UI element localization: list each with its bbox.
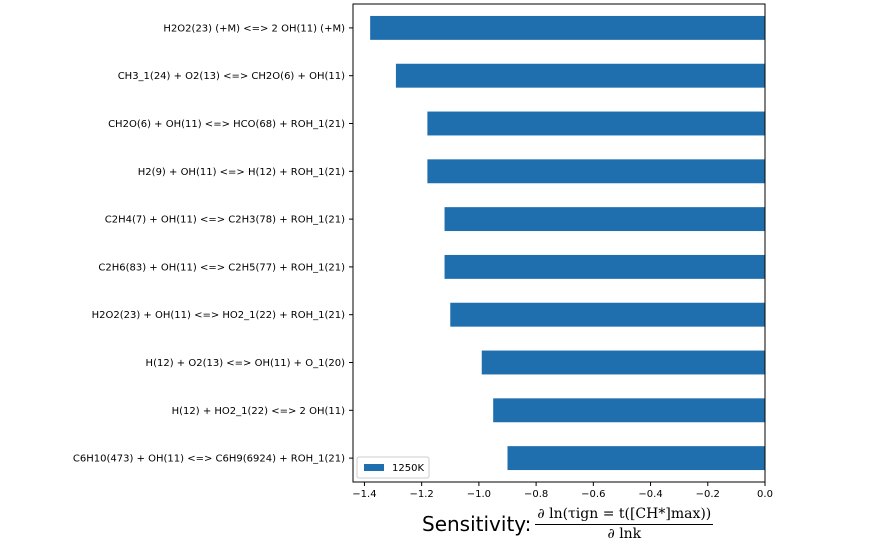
y-tick-label: C2H4(7) + OH(11) <=> C2H3(78) + ROH_1(21… bbox=[105, 215, 345, 226]
y-tick-label: H2O2(23) (+M) <=> 2 OH(11) (+M) bbox=[163, 23, 345, 34]
y-tick-label: C2H6(83) + OH(11) <=> C2H5(77) + ROH_1(2… bbox=[98, 262, 345, 273]
x-tick-label: 0.0 bbox=[757, 489, 773, 500]
x-tick-label: −0.6 bbox=[581, 489, 605, 500]
bar-c6h10-473-oh-11-c6h9-6924-roh-1-21 bbox=[507, 446, 765, 471]
x-axis-label-numerator: ∂ ln(τign = t([CH*]max)) bbox=[535, 506, 714, 525]
y-tick-label: H2(9) + OH(11) <=> H(12) + ROH_1(21) bbox=[138, 167, 345, 178]
bar-h2o2-23-m-2-oh-11-m bbox=[370, 15, 765, 40]
legend-label: 1250K bbox=[392, 463, 424, 474]
y-tick-label: H2O2(23) + OH(11) <=> HO2_1(22) + ROH_1(… bbox=[92, 310, 345, 321]
y-tick-label: CH3_1(24) + O2(13) <=> CH2O(6) + OH(11) bbox=[118, 71, 345, 82]
bars-group bbox=[370, 15, 765, 471]
plot-frame bbox=[352, 3, 766, 483]
x-axis-label-denominator: ∂ lnk bbox=[607, 525, 642, 542]
x-tick-label: −0.4 bbox=[638, 489, 662, 500]
x-tick-label: −1.4 bbox=[352, 489, 376, 500]
y-tick-label: CH2O(6) + OH(11) <=> HCO(68) + ROH_1(21) bbox=[108, 119, 345, 130]
bar-h-12-o2-13-oh-11-o-1-20 bbox=[481, 350, 765, 375]
x-axis-label-fraction: ∂ ln(τign = t([CH*]max)) ∂ lnk bbox=[535, 506, 714, 543]
bar-h-12-ho2-1-22-2-oh-11 bbox=[493, 398, 765, 423]
x-axis-ticks: −1.4 −1.2 −1.0 −0.8 −0.6 −0.4 −0.2 0.0 bbox=[352, 482, 773, 500]
y-tick-label: H(12) + O2(13) <=> OH(11) + O_1(20) bbox=[146, 358, 346, 369]
bar-h2o2-23-oh-11-ho2-1-22-roh-1-21 bbox=[450, 302, 765, 327]
bar-ch2o-6-oh-11-hco-68-roh-1-21 bbox=[427, 111, 765, 136]
bar-c2h4-7-oh-11-c2h3-78-roh-1-21 bbox=[444, 207, 765, 232]
bar-ch3-1-24-o2-13-ch2o-6-oh-11 bbox=[395, 63, 765, 88]
x-tick-label: −0.8 bbox=[524, 489, 548, 500]
legend-swatch bbox=[364, 464, 384, 471]
y-tick-label: H(12) + HO2_1(22) <=> 2 OH(11) bbox=[172, 406, 345, 417]
y-axis-categories: H2O2(23) (+M) <=> 2 OH(11) (+M) CH3_1(24)… bbox=[73, 23, 353, 465]
x-tick-label: −1.0 bbox=[467, 489, 491, 500]
x-axis-label-text: Sensitivity: bbox=[422, 512, 532, 536]
x-tick-label: −1.2 bbox=[410, 489, 434, 500]
legend-box bbox=[356, 456, 430, 479]
bar-h2-9-oh-11-h-12-roh-1-21 bbox=[427, 159, 765, 184]
x-axis-label: Sensitivity: ∂ ln(τign = t([CH*]max)) ∂ … bbox=[422, 502, 714, 546]
bar-c2h6-83-oh-11-c2h5-77-roh-1-21 bbox=[444, 254, 765, 279]
legend: 1250K bbox=[356, 456, 430, 479]
y-tick-label: C6H10(473) + OH(11) <=> C6H9(6924) + ROH… bbox=[73, 454, 345, 465]
x-tick-label: −0.2 bbox=[696, 489, 720, 500]
